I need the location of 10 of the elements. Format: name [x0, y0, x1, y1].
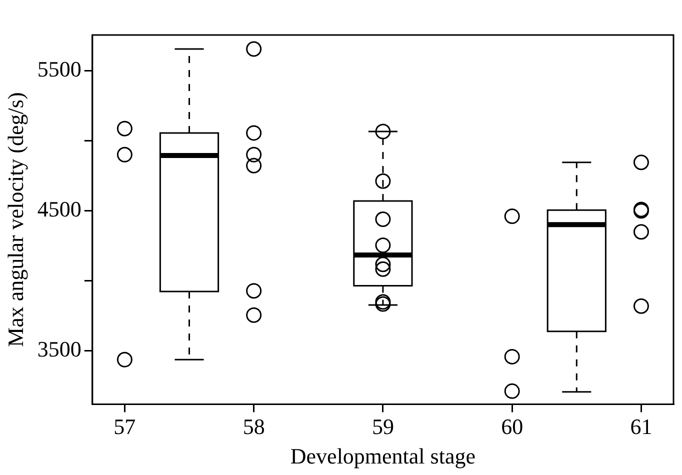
x-tick-label: 58	[242, 414, 265, 440]
x-axis-title: Developmental stage	[290, 444, 476, 469]
y-tick-label: 3500	[37, 336, 82, 362]
y-tick-label: 5500	[37, 56, 82, 82]
x-tick-label: 61	[630, 414, 652, 440]
y-tick-label: 4500	[37, 196, 82, 222]
y-axis-title: Max angular velocity (deg/s)	[2, 92, 28, 347]
x-tick-label: 60	[501, 414, 524, 440]
x-tick-label: 57	[114, 414, 136, 440]
x-tick-label: 59	[372, 414, 394, 440]
